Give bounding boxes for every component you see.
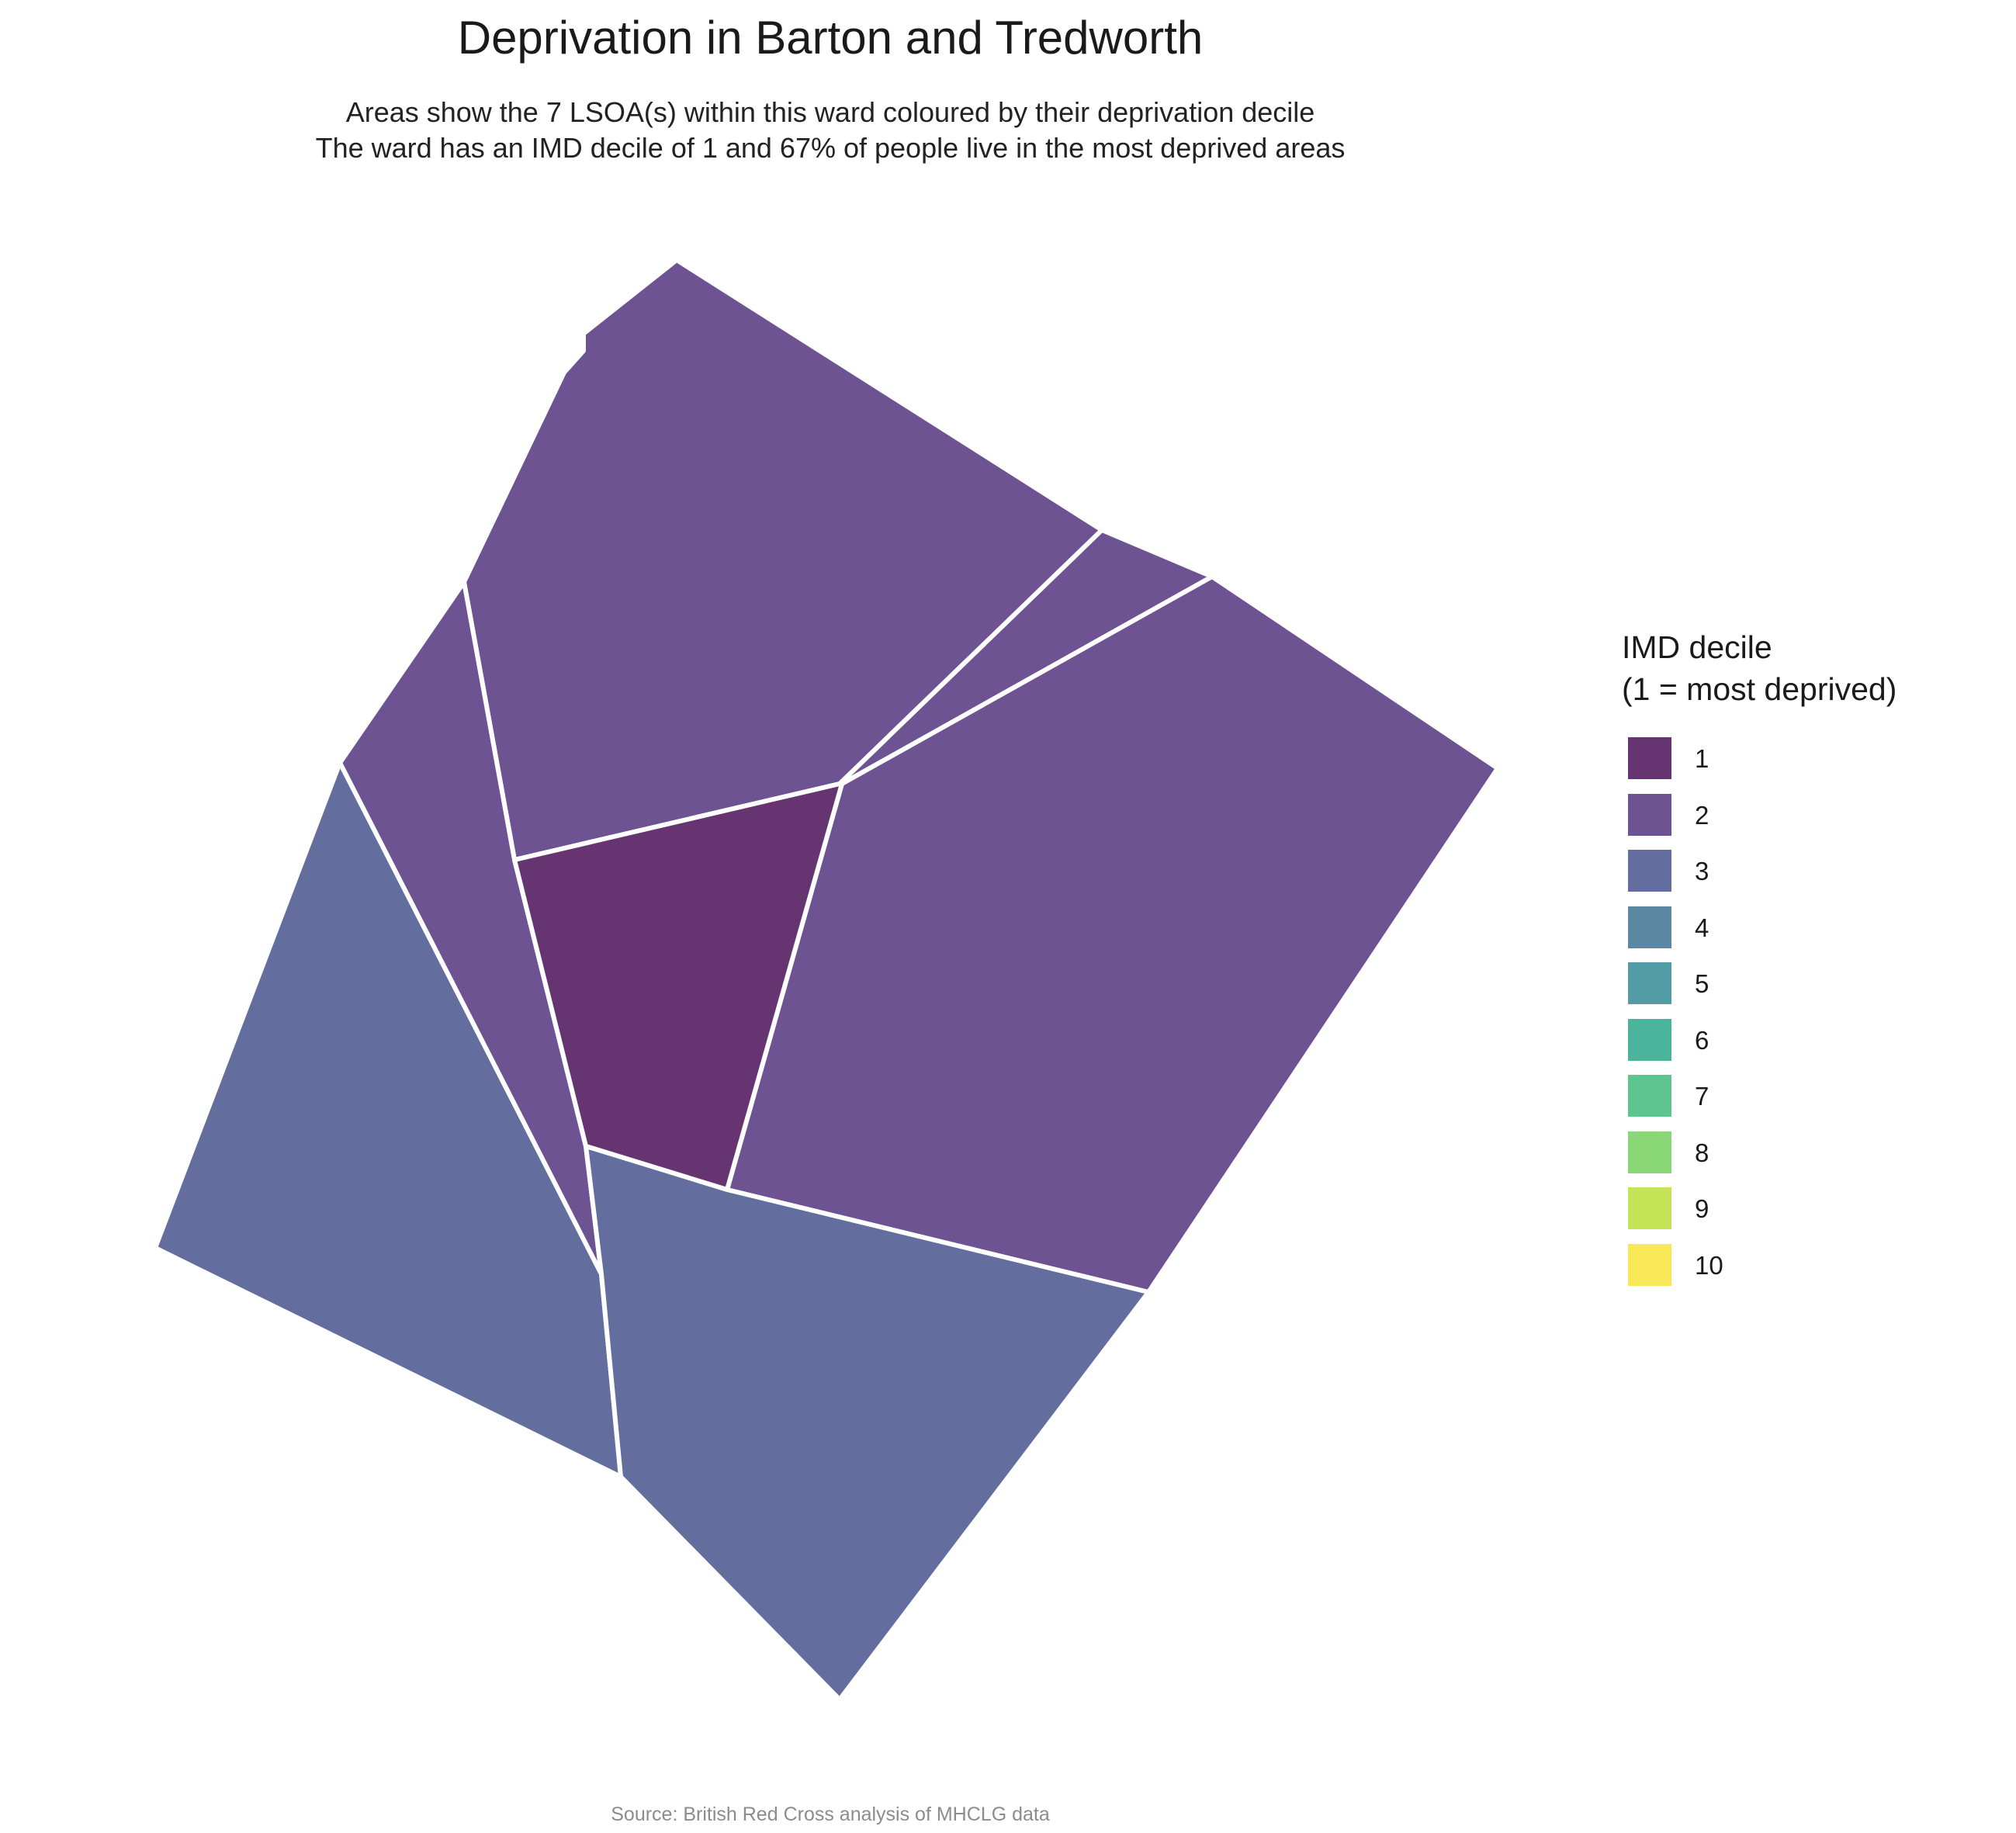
legend-item-7: 7: [1628, 1075, 1861, 1117]
legend-swatch: [1628, 737, 1671, 779]
legend-label: 3: [1695, 857, 1709, 885]
legend-swatch: [1628, 1187, 1671, 1229]
legend-label: 6: [1695, 1025, 1709, 1055]
source-caption: Source: British Red Cross analysis of MH…: [611, 1804, 1050, 1825]
legend-label: 9: [1695, 1194, 1709, 1223]
legend-label: 2: [1695, 800, 1709, 830]
legend-swatch: [1628, 1075, 1671, 1117]
legend-item-9: 9: [1628, 1187, 1861, 1229]
legend-item-8: 8: [1628, 1131, 1861, 1173]
legend-swatch: [1628, 850, 1671, 892]
legend-swatch: [1628, 1131, 1671, 1173]
legend-title-line-2: (1 = most deprived): [1622, 671, 1897, 707]
legend-label: 5: [1695, 969, 1709, 998]
legend-label: 10: [1695, 1250, 1723, 1280]
legend-label: 7: [1695, 1082, 1709, 1111]
chart-subtitle-line-1: Areas show the 7 LSOA(s) within this war…: [345, 96, 1315, 128]
legend-label: 4: [1695, 913, 1709, 942]
legend-swatch: [1628, 906, 1671, 948]
legend-swatch: [1628, 962, 1671, 1004]
legend-label: 8: [1695, 1138, 1709, 1167]
legend-title-line-1: IMD decile: [1622, 629, 1772, 665]
legend-item-5: 5: [1628, 962, 1861, 1004]
chart-title: Deprivation in Barton and Tredworth: [457, 12, 1204, 64]
chart-subtitle-line-2: The ward has an IMD decile of 1 and 67% …: [315, 132, 1346, 164]
legend-label: 1: [1695, 744, 1709, 773]
legend-item-3: 3: [1628, 850, 1861, 892]
area-lsoa-south: [584, 1144, 1151, 1702]
legend-swatch: [1628, 1018, 1671, 1061]
legend-item-4: 4: [1628, 906, 1861, 948]
legend-swatch: [1628, 1243, 1671, 1286]
legend-item-2: 2: [1628, 793, 1861, 836]
legend-item-1: 1: [1628, 737, 1861, 779]
area-lsoa-centre: [512, 781, 844, 1192]
legend-swatch: [1628, 793, 1671, 836]
legend-item-6: 6: [1628, 1018, 1861, 1061]
legend-item-10: 10: [1628, 1243, 1861, 1286]
